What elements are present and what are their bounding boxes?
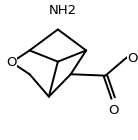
Text: O: O bbox=[127, 52, 138, 65]
Text: O: O bbox=[6, 56, 17, 69]
Text: O: O bbox=[108, 104, 118, 117]
Text: NH2: NH2 bbox=[49, 4, 77, 17]
